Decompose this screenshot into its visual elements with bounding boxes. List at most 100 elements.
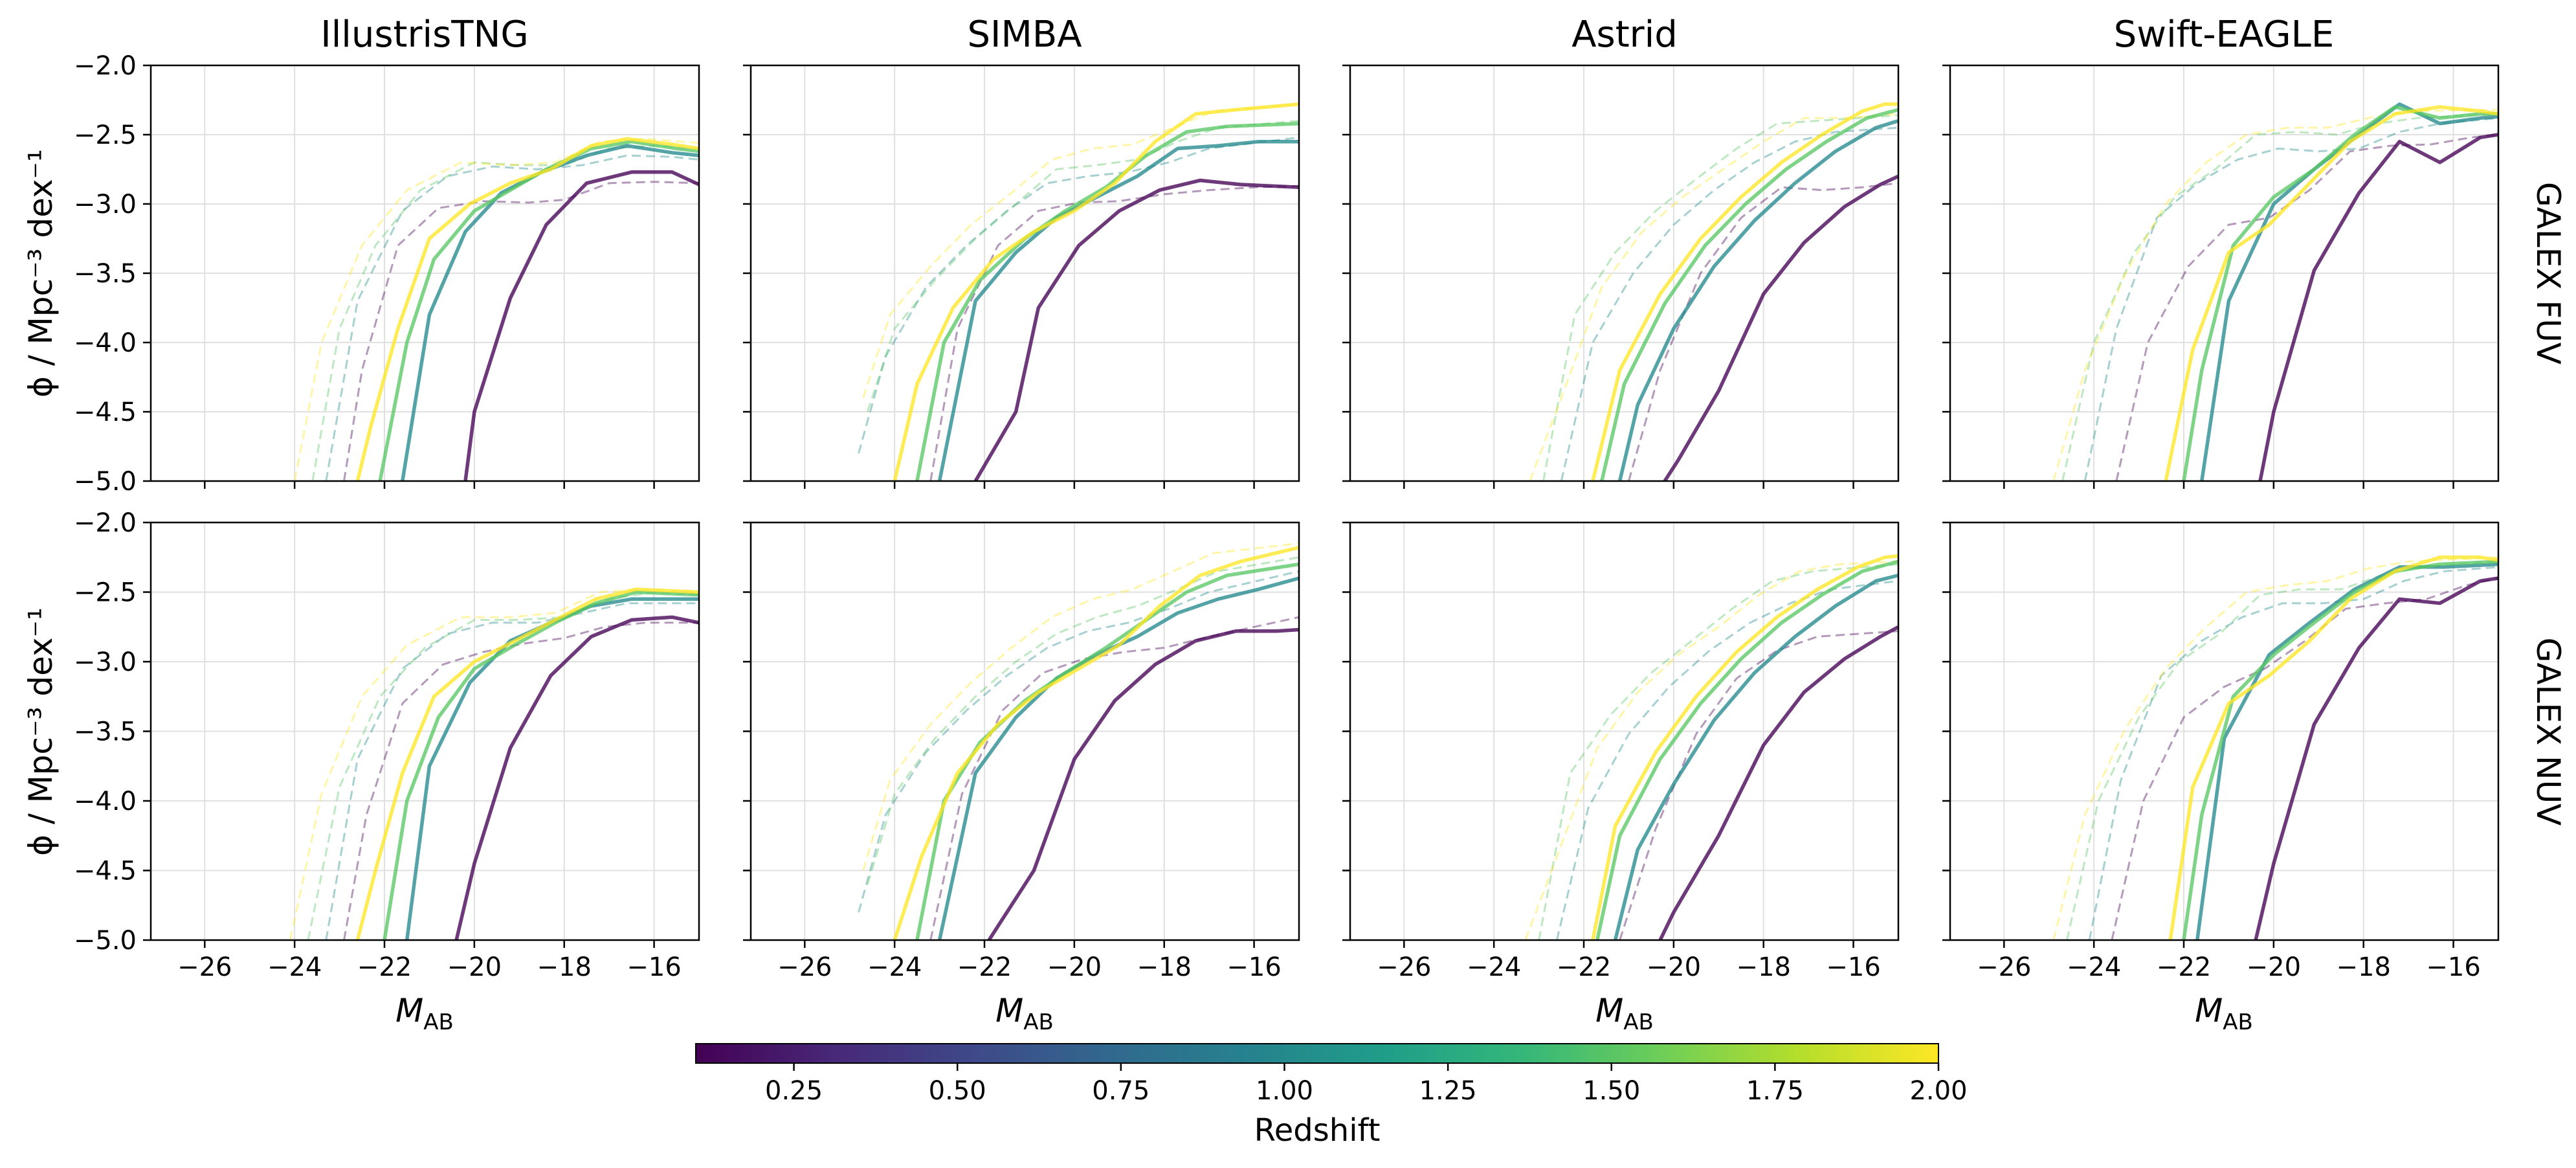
x-tick-label: −20 [447, 952, 502, 982]
panel-1-1: −26 −24 −22 −20 −18 −16 [743, 521, 1300, 982]
solid-series-line-z2 [893, 102, 1299, 481]
x-tick-label: −26 [1977, 952, 2031, 982]
x-tick-label: −18 [537, 952, 592, 982]
series-group [289, 587, 699, 940]
solid-series-line-z1.5 [2182, 559, 2498, 940]
dashed-series-line-z1.5 [307, 591, 699, 940]
solid-series-line-z1.5 [378, 139, 699, 481]
x-tick-label: −26 [177, 952, 232, 982]
x-axis-label-simba: MAB [995, 992, 1054, 1035]
colorbar-tick-label: 0.50 [929, 1076, 986, 1106]
x-axis-label-sub: AB [423, 1009, 454, 1035]
dashed-series-line-z0.1 [343, 181, 699, 481]
solid-series-line-z2 [355, 587, 699, 940]
x-tick-label: −22 [1557, 952, 1611, 982]
x-axis-label-main: M [2195, 992, 2223, 1029]
colorbar-tick-label: 1.00 [1256, 1076, 1313, 1106]
redshift-colorbar: 0.25 0.50 0.75 1.00 1.25 1.50 1.75 2.00 Redshif… [695, 1043, 1968, 1149]
dashed-series-line-z1.5 [1538, 563, 1898, 940]
dashed-series-line-z2 [1524, 560, 1898, 940]
colorbar-bar [695, 1043, 1939, 1064]
colorbar-tick-label: 2.00 [1909, 1076, 1967, 1106]
colorbar-tick-label: 0.25 [765, 1076, 823, 1106]
y-tick-label: −4.5 [74, 857, 137, 886]
solid-series-line-z0.1 [1658, 625, 1898, 940]
dashed-series-line-z2 [289, 588, 699, 940]
solid-series-line-z2 [2164, 105, 2498, 481]
y-tick-label: −3.5 [74, 717, 137, 747]
x-tick-label: −22 [957, 952, 1012, 982]
x-axis-label-main: M [395, 992, 423, 1029]
solid-series-line-z2 [1591, 554, 1898, 940]
x-tick-label: −16 [627, 952, 681, 982]
x-tick-label: −20 [2247, 952, 2301, 982]
colorbar-tick-label: 0.75 [1092, 1076, 1149, 1106]
colorbar-ticks: 0.25 0.50 0.75 1.00 1.25 1.50 1.75 2.00 [765, 1063, 1968, 1106]
panel-title-illustristng: IllustrisTNG [320, 14, 529, 56]
series-group [2052, 102, 2498, 481]
solid-series-line-z1.5 [383, 590, 699, 940]
x-tick-label: −16 [2426, 952, 2480, 982]
solid-series-line-z1.5 [2182, 105, 2498, 481]
x-axis-label-sub: AB [2223, 1009, 2253, 1035]
solid-series-line-z1 [1617, 118, 1898, 481]
series-group [858, 102, 1299, 481]
solid-series-line-z0.1 [454, 615, 699, 940]
x-tick-label: −20 [1647, 952, 1701, 982]
dashed-series-line-z1.5 [2066, 560, 2498, 940]
solid-series-line-z0.1 [463, 170, 699, 481]
solid-series-line-z1 [2195, 562, 2498, 940]
solid-series-line-z0.1 [987, 627, 1299, 940]
y-tick-label: −2.5 [74, 120, 137, 150]
dashed-series-line-z2 [1529, 113, 1898, 481]
dashed-series-line-z1 [2083, 117, 2498, 481]
y-tick-label: −3.5 [74, 259, 137, 289]
colorbar-tick-label: 1.25 [1419, 1076, 1477, 1106]
dashed-series-line-z0.1 [343, 622, 699, 940]
panel-title-swift-eagle: Swift-EAGLE [2114, 14, 2334, 56]
series-group [1524, 554, 1898, 940]
panel-1-2: −26 −24 −22 −20 −18 −16 [1342, 521, 1900, 982]
dashed-series-line-z1 [858, 136, 1299, 454]
dashed-series-line-z1.5 [311, 144, 699, 481]
x-tick-label: −26 [1377, 952, 1431, 982]
x-tick-label: −20 [1047, 952, 1102, 982]
y-tick-label: −3.0 [74, 190, 137, 219]
solid-series-line-z1.5 [915, 122, 1299, 481]
x-tick-label: −24 [867, 952, 922, 982]
series-group [2052, 556, 2498, 940]
panel-0-3 [1942, 64, 2500, 489]
colorbar-tick-label: 1.50 [1582, 1076, 1640, 1106]
x-tick-label: −18 [1137, 952, 1192, 982]
solid-series-line-z1.5 [915, 562, 1299, 940]
solid-series-line-z1 [405, 597, 699, 940]
solid-series-line-z1.5 [1600, 107, 1898, 481]
colorbar-tick-label: 1.75 [1746, 1076, 1804, 1106]
dashed-series-line-z2 [2052, 556, 2498, 940]
solid-series-line-z0.1 [2254, 576, 2498, 940]
y-tick-label: −4.5 [74, 398, 137, 427]
dashed-series-line-z1 [325, 154, 699, 481]
dashed-series-line-z1 [325, 602, 699, 940]
x-tick-label: −26 [777, 952, 832, 982]
solid-series-line-z0.1 [1663, 174, 1898, 481]
solid-series-line-z1.5 [1595, 559, 1898, 940]
row-label-galex-nuv: GALEX NUV [2529, 638, 2567, 826]
y-tick-label: −2.5 [74, 578, 137, 608]
solid-series-line-z2 [893, 546, 1299, 940]
panel-title-astrid: Astrid [1571, 14, 1678, 56]
dashed-series-line-z1.5 [1542, 114, 1898, 481]
panel-0-0: −2.0 −2.5 −3.0 −3.5 −4.0 −4.5 −5.0 [74, 51, 700, 497]
solid-series-line-z2 [355, 137, 699, 481]
panel-0-1 [743, 64, 1300, 489]
dashed-series-line-z1.5 [867, 120, 1299, 412]
colorbar-label: Redshift [1254, 1112, 1381, 1149]
solid-series-line-z1 [1613, 574, 1898, 940]
panel-1-0: −26 −24 −22 −20 −18 −16 −2.0 −2.5 −3.0 −3.5 −4.0 −4… [74, 508, 700, 982]
x-axis-label-main: M [995, 992, 1023, 1029]
series-group [858, 542, 1299, 940]
x-axis-label-sub: AB [1623, 1009, 1654, 1035]
y-tick-label: −4.0 [74, 787, 137, 816]
dashed-series-line-z0.1 [929, 616, 1299, 940]
